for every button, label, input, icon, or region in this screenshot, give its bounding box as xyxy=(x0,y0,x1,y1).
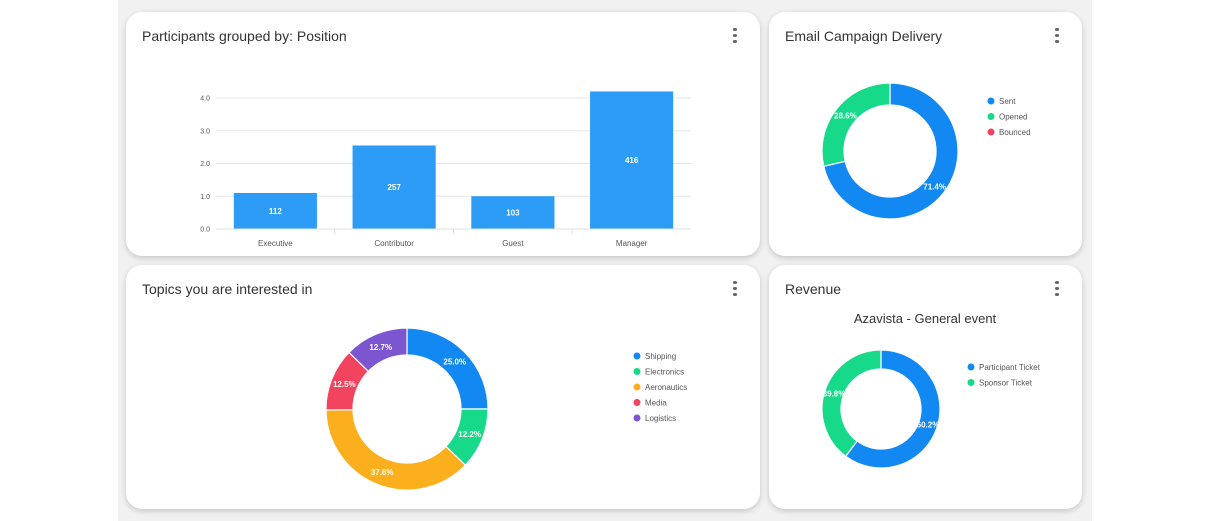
email-campaign-card: Email Campaign Delivery 71.4% 28.6% Sent Op… xyxy=(769,12,1082,256)
bar-value-label: 257 xyxy=(387,183,401,192)
bar[interactable] xyxy=(471,196,555,229)
bar[interactable] xyxy=(590,91,674,229)
donut-slice[interactable] xyxy=(823,82,959,220)
bar-value-label: 416 xyxy=(625,156,639,165)
legend-label[interactable]: Bounced xyxy=(999,128,1031,137)
donut-slice[interactable] xyxy=(844,349,941,469)
revenue-donut-chart: Azavista - General event 60.2% 39.8% Partic… xyxy=(821,311,1041,469)
chart-subtitle: Azavista - General event xyxy=(854,311,997,326)
legend-label[interactable]: Opened xyxy=(999,113,1027,122)
legend-marker xyxy=(967,379,975,386)
email-donut-chart: 71.4% 28.6% Sent Opened Bounced xyxy=(821,82,1031,220)
slice-value-label: 37.6% xyxy=(371,468,394,477)
legend-label[interactable]: Sent xyxy=(999,97,1016,106)
slice-value-label: 60.2% xyxy=(917,421,940,430)
y-tick-label: 4.0 xyxy=(200,96,210,103)
slice-value-label: 39.8% xyxy=(823,389,846,398)
legend-marker xyxy=(633,399,641,406)
slice-value-label: 12.2% xyxy=(458,430,481,439)
category-label: Manager xyxy=(616,239,648,248)
y-tick-label: 2.0 xyxy=(200,161,210,168)
participants-card: Participants grouped by: Position 0.0 1.0… xyxy=(126,12,760,256)
legend-marker xyxy=(987,128,995,136)
category-label: Guest xyxy=(502,239,524,248)
participants-bar-chart: 0.0 1.0 2.0 3.0 4.0 112 Executive 257 Contributo… xyxy=(200,91,691,248)
more-vert-icon[interactable] xyxy=(1052,281,1062,299)
legend-marker xyxy=(987,97,995,105)
card-title: Revenue xyxy=(785,281,842,297)
legend-label[interactable]: Sponsor Ticket xyxy=(979,379,1033,388)
y-tick-label: 3.0 xyxy=(200,128,210,135)
legend-marker xyxy=(633,368,641,375)
legend-marker xyxy=(633,352,641,360)
y-tick-label: 1.0 xyxy=(200,194,210,201)
dashboard: Participants grouped by: Position 0.0 1.0… xyxy=(118,0,1092,521)
category-label: Executive xyxy=(258,239,293,248)
bar-value-label: 112 xyxy=(269,207,282,216)
donut-slice[interactable] xyxy=(325,409,467,491)
legend-marker xyxy=(633,414,641,422)
card-title: Topics you are interested in xyxy=(142,281,313,297)
bar[interactable] xyxy=(352,145,436,229)
donut-slice[interactable] xyxy=(348,327,408,373)
legend-marker xyxy=(987,113,995,120)
donut-slice[interactable] xyxy=(821,82,891,167)
legend-label[interactable]: Shipping xyxy=(645,352,676,361)
card-title: Email Campaign Delivery xyxy=(785,28,943,44)
legend-label[interactable]: Logistics xyxy=(645,414,676,423)
legend-marker xyxy=(967,363,975,371)
legend-label[interactable]: Media xyxy=(645,399,667,408)
legend-marker xyxy=(633,383,641,391)
donut-slice[interactable] xyxy=(406,327,489,410)
y-tick-label: 0.0 xyxy=(200,227,210,234)
slice-value-label: 71.4% xyxy=(923,182,946,191)
bar-value-label: 103 xyxy=(506,209,520,218)
donut-slice[interactable] xyxy=(821,349,882,458)
slice-value-label: 12.7% xyxy=(369,343,392,352)
category-label: Contributor xyxy=(374,239,414,248)
more-vert-icon[interactable] xyxy=(730,28,740,46)
legend-label[interactable]: Electronics xyxy=(645,368,684,377)
legend-label[interactable]: Aeronautics xyxy=(645,383,687,392)
topics-card: Topics you are interested in 25.0% 12.2% 3… xyxy=(126,265,760,509)
revenue-card: Revenue Azavista - General event 60.2% 39.… xyxy=(769,265,1082,509)
slice-value-label: 28.6% xyxy=(834,112,857,121)
legend-label[interactable]: Participant Ticket xyxy=(979,363,1041,372)
bar[interactable] xyxy=(233,192,317,229)
slice-value-label: 25.0% xyxy=(443,357,466,366)
more-vert-icon[interactable] xyxy=(1052,28,1062,46)
card-title: Participants grouped by: Position xyxy=(142,28,347,44)
slice-value-label: 12.5% xyxy=(333,380,356,389)
more-vert-icon[interactable] xyxy=(730,281,740,299)
topics-donut-chart: 25.0% 12.2% 37.6% 12.5% 12.7% Shipping Electro… xyxy=(325,327,687,491)
